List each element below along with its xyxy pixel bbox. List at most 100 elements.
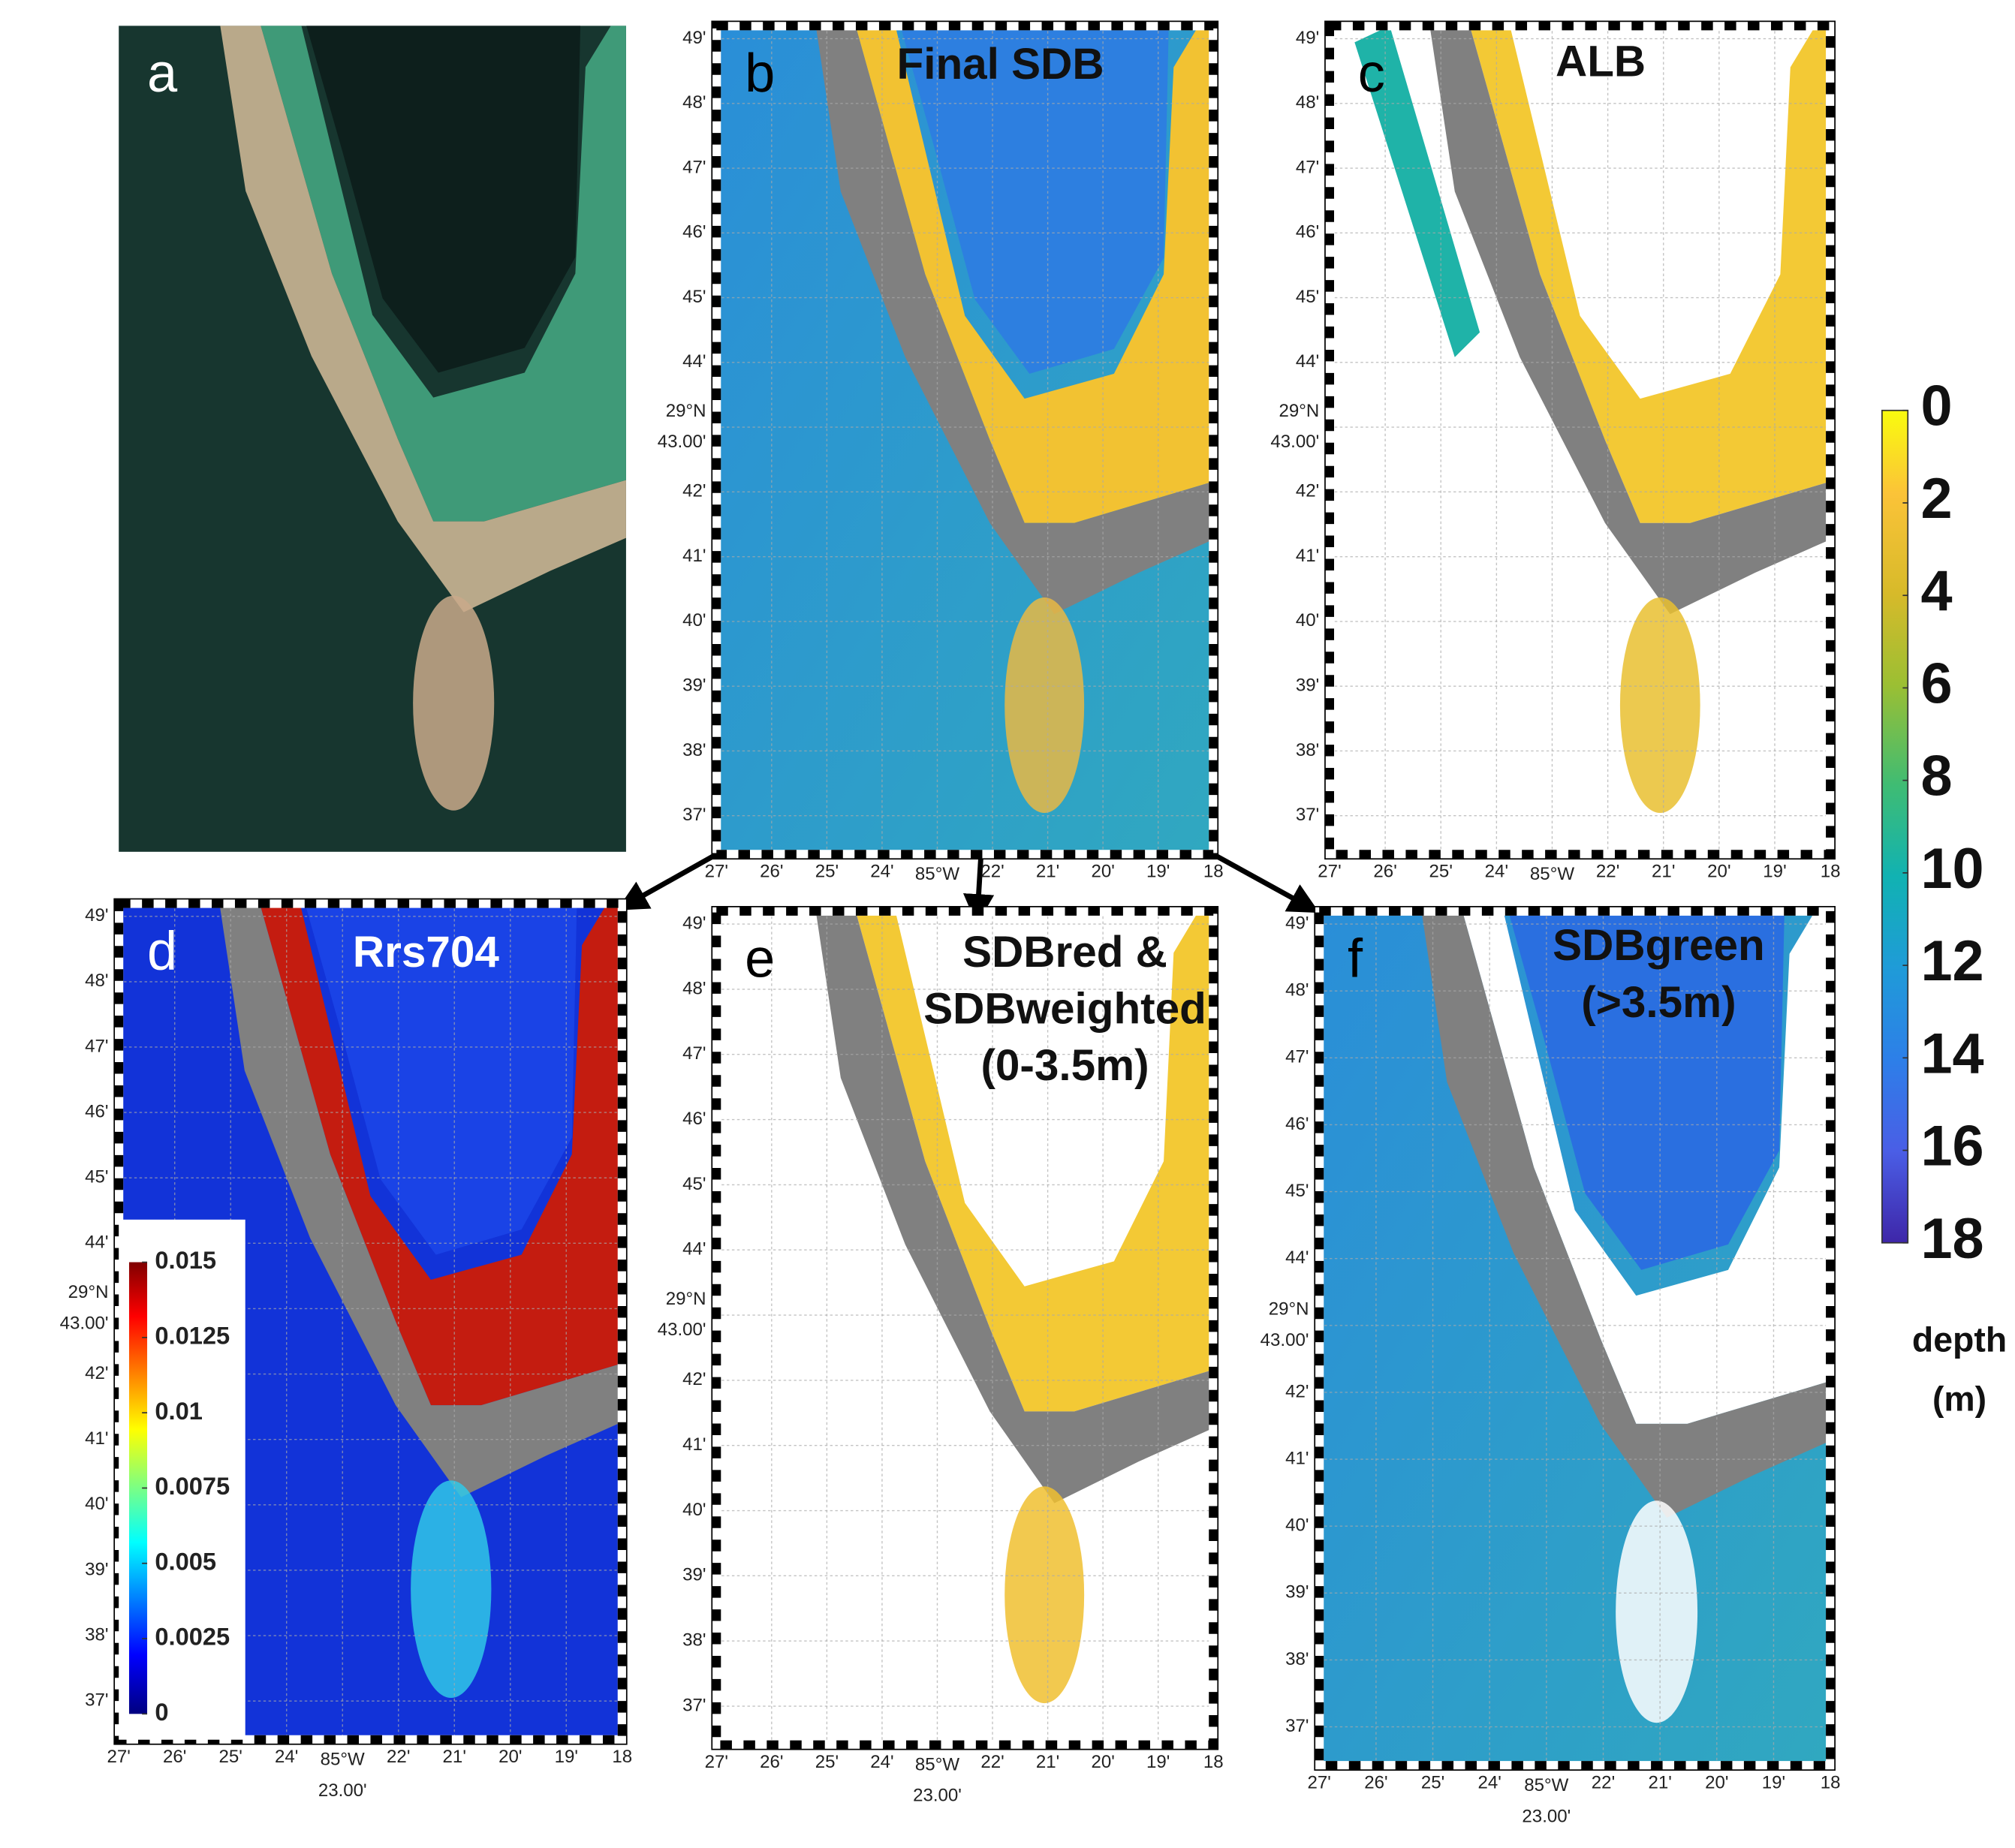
panel-title: (0-3.5m) (980, 1041, 1149, 1090)
lat-center-label: 43.00' (1261, 1330, 1309, 1350)
lat-tick-label: 45' (682, 1174, 706, 1194)
lon-tick-label: 18 (1821, 862, 1841, 882)
lon-tick-label: 19' (1763, 862, 1786, 882)
lat-tick-label: 48' (682, 92, 706, 113)
map-panel (711, 20, 1219, 860)
alb-swath (1354, 26, 1480, 357)
lat-tick-label: 37' (682, 1695, 706, 1715)
shallow-area (259, 903, 622, 1406)
lat-tick-label: 44' (1285, 1248, 1309, 1268)
arrow (1212, 852, 1320, 913)
lat-tick-label: 48' (85, 971, 108, 991)
lon-tick-label: 27' (705, 862, 728, 882)
land (219, 903, 622, 1497)
panel-title: SDBgreen (1553, 921, 1765, 970)
lon-center-label: 85°W (1530, 864, 1574, 884)
lat-tick-label: 46' (1296, 222, 1319, 242)
lon-tick-label: 22' (1592, 1773, 1615, 1793)
lat-tick-label: 41' (85, 1428, 108, 1449)
colorbar-tick-label: 0 (1920, 375, 1952, 438)
lat-tick-label: 45' (682, 287, 706, 307)
lat-tick-label: 49' (682, 913, 706, 933)
lat-tick-label: 48' (1285, 980, 1309, 1001)
lon-tick-label: 24' (870, 862, 893, 882)
colorbar-tick-label: 4 (1920, 560, 1952, 623)
map-panel (1314, 906, 1836, 1771)
lon-tick-label: 20' (498, 1747, 522, 1767)
lat-tick-label: 46' (682, 1109, 706, 1129)
lon-tick-label: 27' (705, 1752, 728, 1772)
plume (413, 595, 495, 811)
lon-tick-label: 25' (815, 1752, 839, 1772)
land (1421, 910, 1831, 1518)
lat-tick-label: 42' (1285, 1381, 1309, 1401)
map-frame (1324, 21, 1836, 859)
panel-title: Rrs704 (353, 928, 499, 977)
lat-tick-label: 40' (85, 1494, 108, 1514)
panel-title: Final SDB (897, 40, 1104, 89)
lon-center-label: 85°W (321, 1750, 365, 1770)
lat-center-label: 43.00' (60, 1313, 109, 1333)
lat-tick-label: 46' (85, 1101, 108, 1121)
lon-center-label: 23.00' (1522, 1806, 1571, 1826)
lat-center-label: 43.00' (658, 1320, 706, 1340)
lat-tick-label: 40' (682, 610, 706, 631)
lat-tick-label: 40' (682, 1500, 706, 1520)
colorbar-label: depth (1912, 1320, 2007, 1359)
bay-water (1514, 26, 1786, 374)
lat-center-label: 43.00' (658, 432, 706, 452)
lat-center-label: 29°N (1269, 1299, 1309, 1320)
land (1429, 26, 1831, 615)
lat-tick-label: 49' (85, 905, 108, 926)
panel-letter: c (1358, 44, 1385, 104)
lon-tick-label: 18 (1203, 1752, 1224, 1772)
lat-tick-label: 45' (1285, 1181, 1309, 1201)
plume (1004, 1486, 1085, 1704)
colorbar-tick-label: 0.01 (155, 1397, 203, 1425)
colorbar-tick-label: 2 (1920, 468, 1952, 531)
lon-tick-label: 22' (980, 1752, 1004, 1772)
lon-center-label: 85°W (915, 1754, 959, 1774)
colorbar-tick-label: 10 (1920, 838, 1983, 901)
lon-tick-label: 25' (1421, 1773, 1444, 1793)
lon-tick-label: 26' (760, 1752, 783, 1772)
map-border (711, 906, 1219, 1750)
bay-water (900, 26, 1169, 374)
lat-tick-label: 47' (682, 157, 706, 177)
lon-center-label: 85°W (1524, 1775, 1568, 1795)
lon-tick-label: 26' (1364, 1773, 1387, 1793)
colorbar-tick-label: 0 (155, 1698, 168, 1726)
map-panel (711, 906, 1219, 1750)
lon-tick-label: 18 (612, 1747, 632, 1767)
lon-center-label: 23.00' (318, 1780, 367, 1801)
map-frame (712, 906, 1218, 1750)
bay-water (1508, 910, 1785, 1270)
lat-tick-label: 39' (682, 1565, 706, 1585)
lon-tick-label: 20' (1707, 862, 1730, 882)
lat-tick-label: 49' (1285, 913, 1309, 933)
colorbar-tick-label: 6 (1920, 652, 1952, 715)
lon-tick-label: 27' (1308, 1773, 1331, 1793)
lon-tick-label: 24' (1478, 1773, 1501, 1793)
lat-tick-label: 37' (85, 1690, 108, 1711)
lon-tick-label: 20' (1705, 1773, 1728, 1793)
lat-tick-label: 38' (682, 1630, 706, 1651)
lon-tick-label: 26' (163, 1747, 186, 1767)
arrow (616, 852, 718, 910)
bay-water (305, 903, 577, 1255)
lat-tick-label: 37' (1285, 1716, 1309, 1736)
lon-tick-label: 24' (275, 1747, 298, 1767)
lat-tick-label: 40' (1296, 610, 1319, 631)
colorbar-tick-label: 0.0075 (155, 1472, 230, 1500)
lat-tick-label: 41' (1296, 546, 1319, 566)
shallow-area (855, 910, 1214, 1412)
lon-tick-label: 25' (1429, 862, 1453, 882)
map-panel (119, 26, 626, 852)
lat-tick-label: 38' (1285, 1649, 1309, 1669)
lat-tick-label: 39' (1296, 675, 1319, 695)
lat-tick-label: 37' (682, 805, 706, 825)
panel-letter: e (745, 929, 775, 989)
lon-tick-label: 27' (1318, 862, 1341, 882)
lon-tick-label: 25' (815, 862, 839, 882)
lat-tick-label: 42' (1296, 481, 1319, 501)
